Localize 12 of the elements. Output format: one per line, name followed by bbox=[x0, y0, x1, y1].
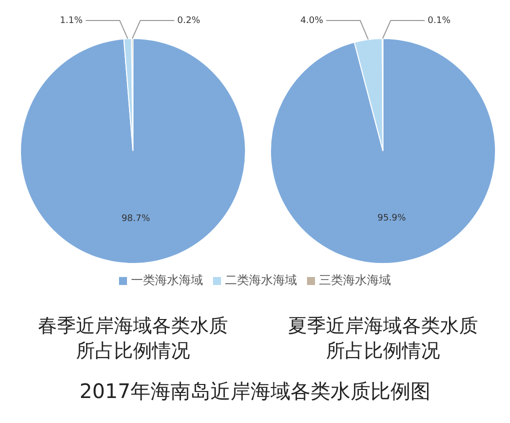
data-label: 1.1% bbox=[60, 16, 84, 26]
data-label: 0.1% bbox=[428, 16, 451, 26]
data-label: 98.7% bbox=[121, 214, 150, 224]
legend-label: 三类海水海域 bbox=[318, 272, 391, 289]
text: 春季近岸海域各类水质所占比例情况 bbox=[37, 314, 229, 364]
data-label: 95.9% bbox=[377, 213, 406, 224]
text: 夏季近岸海域各类水质所占比例情况 bbox=[287, 314, 479, 364]
data-label: 4.0% bbox=[300, 16, 324, 26]
text: 2017年海南岛近岸海域各类水质比例图 bbox=[78, 378, 432, 405]
legend-label: 二类海水海域 bbox=[224, 272, 297, 289]
data-label: 0.2% bbox=[177, 16, 201, 26]
legend-label: 一类海水海域 bbox=[130, 272, 203, 289]
